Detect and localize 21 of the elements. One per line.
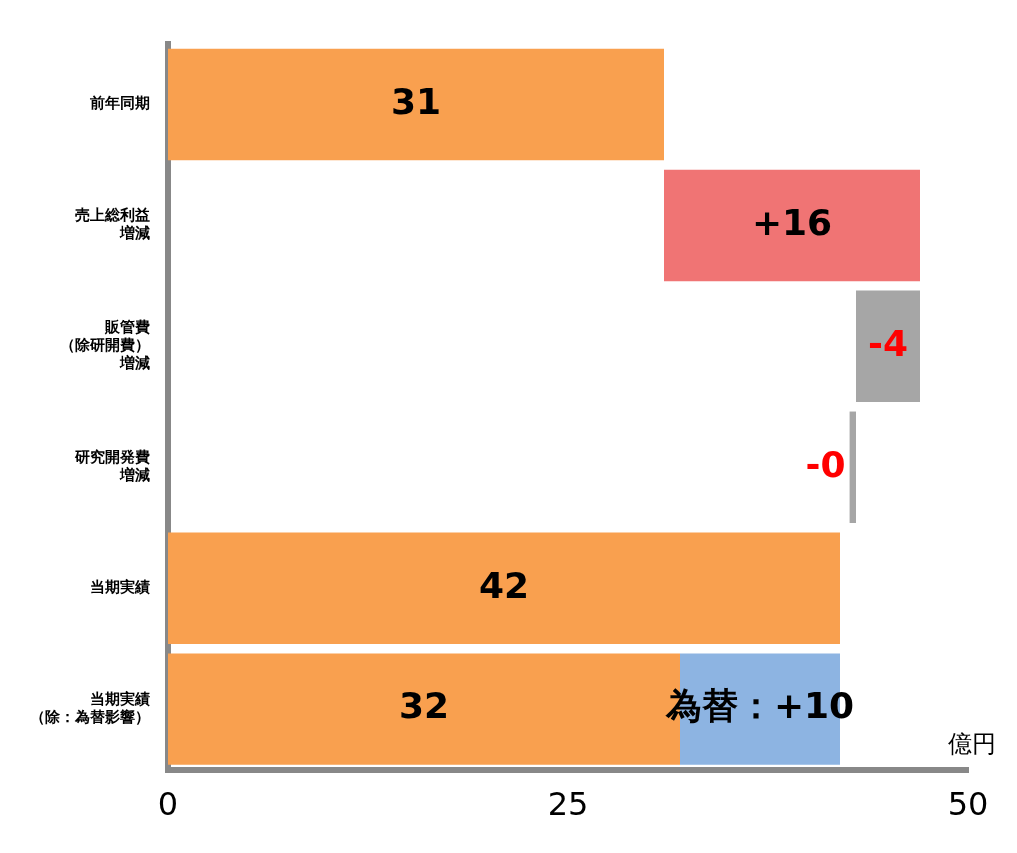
x-tick-label: 0 — [157, 785, 179, 824]
data-label: 42 — [478, 564, 530, 606]
y-tick-label: 研究開発費増減 — [74, 448, 150, 485]
y-tick-label: 当期実績 — [90, 578, 150, 597]
data-label: -4 — [868, 322, 908, 364]
x-tick-label: 25 — [547, 785, 589, 824]
y-tick-label: 売上総利益増減 — [75, 206, 150, 243]
data-label: 32 — [398, 685, 450, 727]
bar — [664, 169, 920, 282]
y-tick-label: 販管費（除研開費）増減 — [60, 318, 150, 373]
bar — [168, 532, 840, 644]
bar — [849, 411, 856, 523]
y-tick-label: 当期実績（除：為替影響） — [30, 690, 150, 727]
data-label: -0 — [805, 443, 846, 485]
bar — [168, 48, 664, 161]
x-axis-title: 億円 — [948, 729, 996, 758]
bar — [856, 290, 920, 403]
data-label: +16 — [751, 201, 833, 243]
y-tick-label: 前年同期 — [89, 94, 150, 113]
x-tick-label: 50 — [947, 785, 989, 824]
data-label: 31 — [390, 80, 442, 122]
